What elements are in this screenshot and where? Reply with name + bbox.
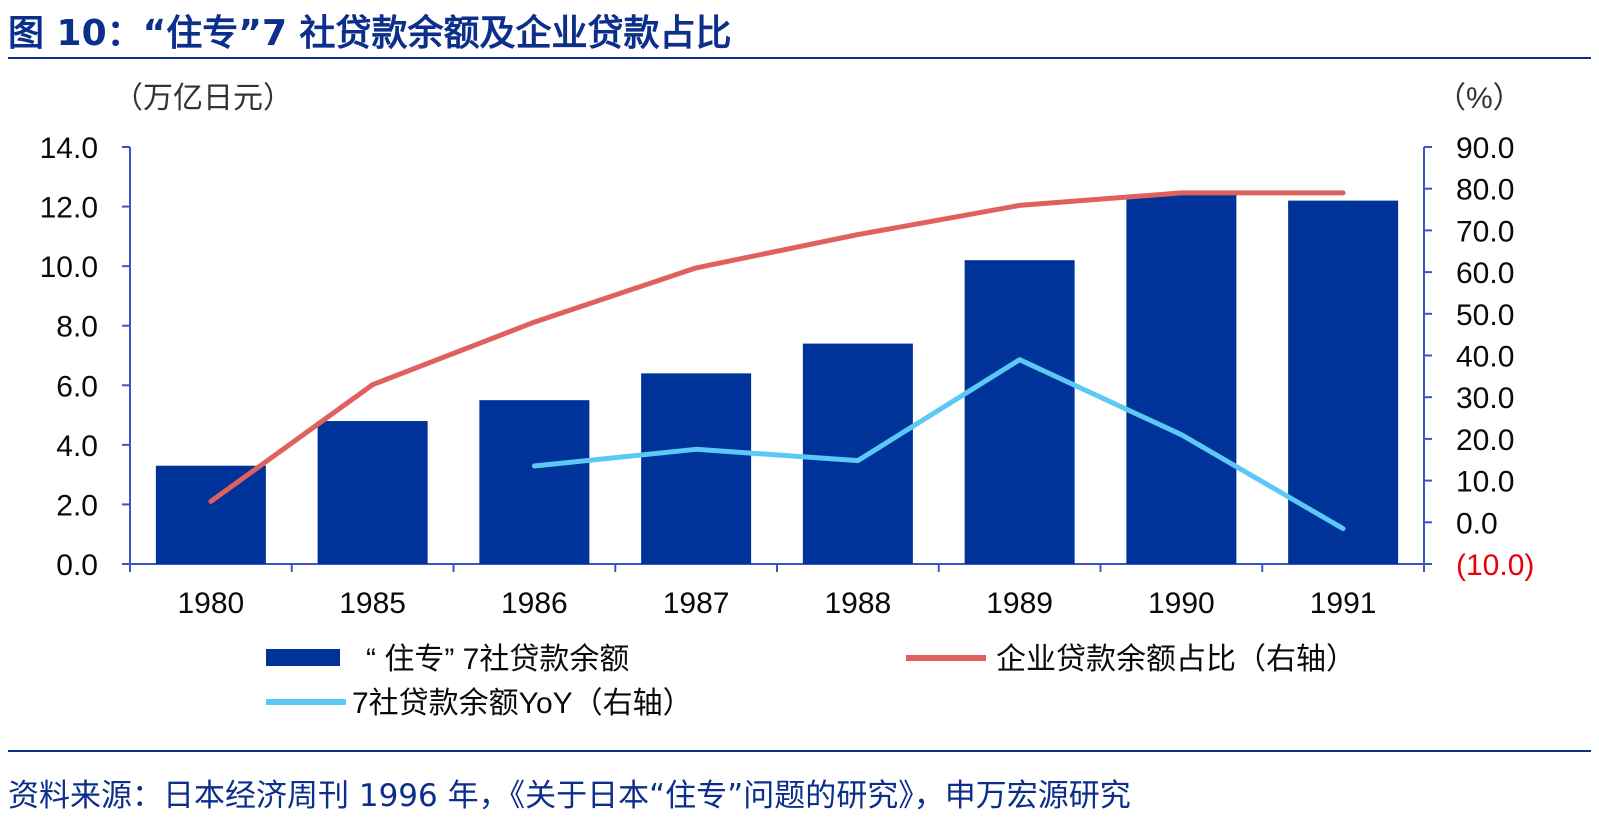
x-tick-label: 1989 [986,587,1053,620]
bar [641,373,752,564]
right-tick-label: 70.0 [1456,215,1514,248]
legend-label-bar: “ 住专” 7社贷款余额 [366,643,629,676]
x-tick-label: 1985 [339,587,406,620]
chart: （万亿日元） （%） 0.0 2.0 4.0 6.0 8.0 10.0 12.0 14.0 (10.… [40,82,1535,720]
left-tick-label: 8.0 [56,311,98,344]
bar [155,465,266,564]
bar [802,343,913,564]
right-axis-unit: （%） [1436,82,1523,115]
legend-label-red-line: 企业贷款余额占比（右轴） [996,643,1356,676]
right-tick-label: 50.0 [1456,299,1514,332]
figure-title: 图 10：“住专”7 社贷款余额及企业贷款占比 [8,13,732,54]
title-divider [8,57,1591,59]
right-tick-label: 10.0 [1456,466,1514,499]
right-tick-label: 40.0 [1456,341,1514,374]
bar [1288,200,1399,564]
bar [317,421,428,564]
left-tick-label: 12.0 [40,192,98,225]
x-tick-label: 1988 [825,587,892,620]
right-tick-label: 60.0 [1456,257,1514,290]
left-axis-unit: （万亿日元） [113,82,293,115]
right-tick-label: 90.0 [1456,132,1514,165]
right-tick-label: (10.0) [1456,549,1534,582]
x-tick-label: 1987 [663,587,730,620]
source-divider [8,750,1591,752]
legend-swatch-bar [266,649,340,666]
left-tick-label: 0.0 [56,549,98,582]
left-tick-label: 4.0 [56,430,98,463]
bar [1126,194,1237,564]
left-tick-label: 6.0 [56,370,98,403]
left-tick-label: 14.0 [40,132,98,165]
right-tick-label: 80.0 [1456,174,1514,207]
left-tick-label: 2.0 [56,489,98,522]
bar [479,400,590,564]
bar [964,260,1075,564]
right-tick-label: 20.0 [1456,424,1514,457]
right-tick-label: 0.0 [1456,507,1498,540]
x-tick-label: 1986 [501,587,568,620]
series-line-1 [208,190,1346,504]
left-tick-label: 10.0 [40,251,98,284]
series-line-2 [531,357,1346,532]
x-tick-label: 1991 [1310,587,1377,620]
x-tick-label: 1990 [1148,587,1215,620]
legend-label-blue-line: 7社贷款余额YoY（右轴） [352,687,693,720]
x-tick-label: 1980 [178,587,245,620]
source-note: 资料来源：日本经济周刊 1996 年，《关于日本“住专”问题的研究》，申万宏源研… [8,778,1131,814]
right-tick-label: 30.0 [1456,382,1514,415]
